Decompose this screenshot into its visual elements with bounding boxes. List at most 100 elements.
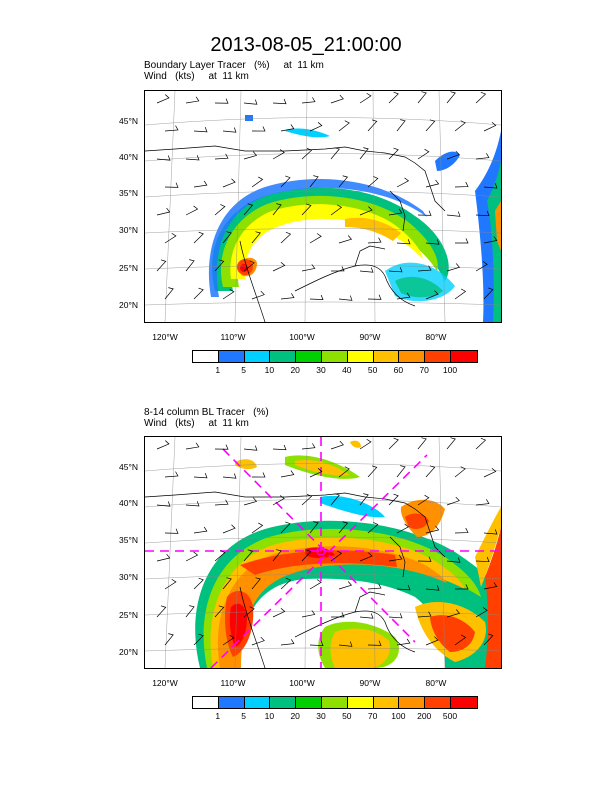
map-1-svg (145, 91, 501, 322)
wind-barb (193, 633, 204, 646)
lon-label: 90°W (359, 332, 381, 342)
wind-barb (185, 551, 199, 562)
lon-label: 90°W (359, 678, 381, 688)
colorbar-tick-label: 50 (342, 711, 352, 721)
wind-barb (417, 265, 432, 272)
colorbar-1 (192, 350, 478, 363)
wind-barb (251, 290, 265, 300)
wind-barb (388, 208, 403, 216)
wind-barb (301, 443, 316, 450)
wind-barb (251, 577, 261, 590)
colorbar-tick-label: 20 (290, 365, 300, 375)
wind-barb (309, 122, 323, 132)
wind-barb (483, 121, 497, 132)
map-2-svg (145, 437, 501, 668)
wind-barb (164, 287, 174, 300)
wind-barb (164, 182, 179, 188)
wind-barb (301, 203, 312, 216)
lat-label: 40°N (119, 498, 138, 508)
colorbar-2 (192, 696, 478, 709)
colorbar-tick-label: 100 (442, 365, 458, 375)
wind-barb (164, 471, 179, 478)
wind-barb (475, 607, 488, 618)
wind-barb (222, 127, 237, 133)
wind-barb (359, 613, 374, 619)
colorbar-swatch (347, 697, 374, 708)
lon-label: 100°W (289, 678, 315, 688)
wind-barb (417, 148, 430, 160)
wind-barb (309, 521, 319, 534)
lat-label: 20°N (119, 300, 138, 310)
colorbar-swatch (425, 351, 451, 362)
colorbar-tick-label: 1 (215, 711, 221, 721)
wind-barb (156, 501, 171, 507)
wind-barb (243, 445, 258, 451)
lat-label: 45°N (119, 462, 138, 472)
colorbar-swatch (270, 697, 297, 708)
overlay-center-marker (316, 546, 326, 556)
wind-barb (446, 91, 456, 104)
wind-barb (396, 177, 410, 188)
wind-barb (330, 612, 345, 618)
wind-barb (483, 183, 498, 189)
wind-barb (214, 98, 229, 104)
colorbar-swatch (321, 697, 348, 708)
wind-barb (367, 522, 379, 534)
wind-barb (367, 176, 379, 188)
colorbar-swatch (425, 697, 451, 708)
colorbar-tick-label: 500 (442, 711, 458, 721)
lat-label: 25°N (119, 263, 138, 273)
wind-barb (280, 124, 295, 132)
wind-barb (301, 147, 313, 160)
wind-barb (185, 605, 195, 618)
colorbar-tick-label: 10 (264, 711, 275, 721)
colorbar-tick-label: 60 (393, 365, 404, 375)
wind-barb (425, 465, 436, 478)
wind-barb (359, 438, 372, 450)
map-2-graticule (145, 437, 501, 668)
wind-barb (330, 147, 340, 160)
colorbar-swatch (193, 351, 219, 362)
wind-barb (222, 524, 236, 534)
wind-barb (446, 496, 460, 506)
lon-label: 120°W (152, 332, 178, 342)
wind-barb (214, 204, 226, 216)
wind-barb (425, 179, 440, 188)
wind-barb (396, 638, 411, 646)
wind-barb (272, 203, 282, 216)
wind-barb (396, 523, 410, 534)
wind-barb (156, 207, 171, 216)
wind-barb (214, 259, 225, 272)
colorbar-swatch (399, 697, 426, 708)
wind-barb (272, 549, 282, 562)
wind-barb (388, 613, 403, 619)
wind-barb (338, 641, 353, 647)
map-2-coastlines (145, 491, 446, 668)
wind-barb (222, 288, 235, 300)
colorbar-tick-label: 40 (342, 365, 352, 375)
wind-barb (396, 585, 411, 591)
wind-barb (359, 552, 373, 562)
wind-barb (475, 556, 490, 563)
wind-barb (164, 633, 174, 646)
colorbar-swatch (218, 351, 245, 362)
colorbar-swatch (270, 351, 297, 362)
wind-barb (214, 499, 229, 506)
wind-barb (222, 473, 237, 479)
wind-barb (359, 267, 374, 273)
wind-barb (338, 175, 349, 188)
wind-barb (417, 494, 430, 506)
wind-barb (272, 444, 287, 451)
wind-barb (156, 605, 167, 618)
wind-barb (475, 91, 487, 104)
overlay-diag-line (210, 454, 428, 668)
lat-label: 30°N (119, 572, 138, 582)
colorbar-swatch (321, 351, 348, 362)
panel-2-title-line1: 8-14 column BL Tracer (%) (144, 407, 269, 418)
wind-barb (359, 147, 369, 160)
wind-barb (417, 556, 432, 562)
wind-barb (454, 288, 467, 300)
colorbar-swatch (373, 351, 400, 362)
wind-barb (359, 493, 369, 506)
wind-barb (243, 497, 258, 506)
